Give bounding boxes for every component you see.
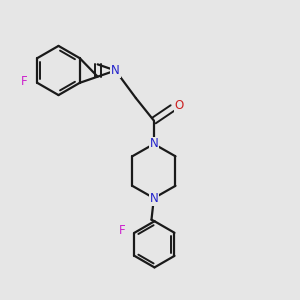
Text: N: N	[149, 137, 158, 151]
Text: N: N	[111, 64, 120, 77]
Text: F: F	[118, 224, 125, 238]
Text: F: F	[20, 75, 27, 88]
Text: N: N	[149, 192, 158, 205]
Text: O: O	[174, 99, 184, 112]
